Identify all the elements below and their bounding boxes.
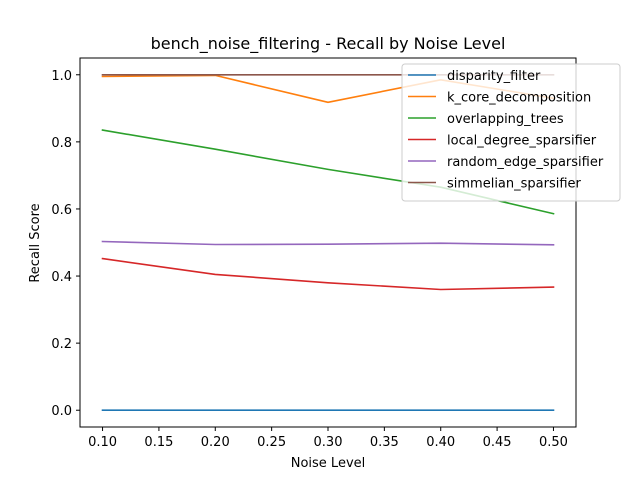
legend: disparity_filter k_core_decompositionover… (401, 63, 621, 202)
y-axis: 0.0 0.2 0.4 0.6 0.8 1.0 (51, 69, 80, 419)
legend-label: random_edge_sparsifier (447, 155, 604, 170)
y-tick-label: 0.2 (51, 337, 72, 352)
y-tick-label: 1.0 (51, 69, 72, 84)
x-tick-label: 0.25 (257, 435, 286, 450)
y-tick-label: 0.6 (51, 203, 72, 218)
legend-label: disparity_filter (447, 69, 541, 84)
legend-label: k_core_decomposition (447, 91, 591, 106)
legend-box (401, 63, 621, 202)
x-tick-label: 0.30 (314, 435, 343, 450)
chart-title: bench_noise_filtering - Recall by Noise … (151, 34, 506, 54)
x-axis-label: Noise Level (291, 456, 366, 471)
y-tick-label: 0.8 (51, 136, 72, 151)
x-tick-label: 0.35 (370, 435, 399, 450)
x-tick-label: 0.50 (539, 435, 568, 450)
x-tick-label: 0.45 (483, 435, 512, 450)
x-tick-label: 0.10 (88, 435, 117, 450)
y-tick-label: 0.4 (51, 270, 72, 285)
x-tick-label: 0.20 (201, 435, 230, 450)
legend-label: local_degree_sparsifier (447, 134, 597, 149)
legend-label: simmelian_sparsifier (447, 177, 582, 192)
y-axis-label: Recall Score (28, 203, 43, 282)
y-tick-label: 0.0 (51, 404, 72, 419)
series-line-random-edge-sparsifier (101, 240, 555, 246)
x-tick-label: 0.40 (426, 435, 455, 450)
legend-label: overlapping_trees (447, 112, 564, 127)
series-line-local-degree-sparsifier (101, 257, 555, 291)
x-axis: 0.10 0.15 0.20 0.25 0.30 0.35 0.40 0.45 0.50 (88, 427, 568, 450)
x-tick-label: 0.15 (144, 435, 173, 450)
